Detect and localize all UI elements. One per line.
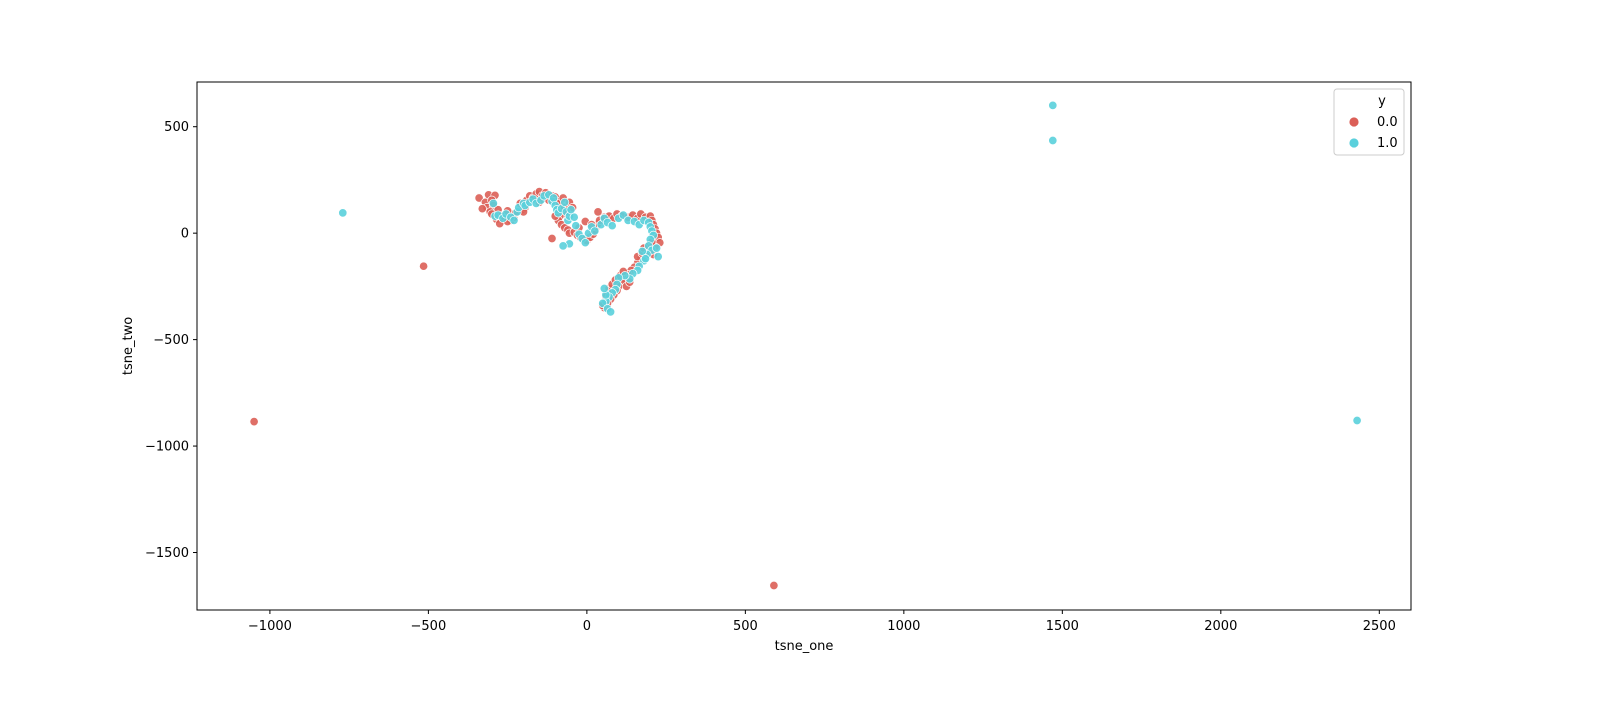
point-series-1-22 bbox=[549, 193, 559, 203]
legend-title: y bbox=[1378, 94, 1386, 109]
x-tick-label: −500 bbox=[411, 619, 447, 634]
x-tick-label: 0 bbox=[583, 619, 591, 634]
point-series-1-1 bbox=[1048, 100, 1058, 110]
point-series-0-3 bbox=[547, 233, 557, 244]
y-tick-label: −1000 bbox=[145, 440, 189, 455]
point-series-0-11 bbox=[477, 204, 487, 214]
point-series-1-72 bbox=[606, 307, 616, 317]
point-series-0-1 bbox=[419, 261, 429, 271]
point-series-1-2 bbox=[1048, 135, 1058, 146]
point-series-0-108 bbox=[593, 207, 603, 217]
y-tick-label: −1500 bbox=[145, 546, 189, 561]
x-tick-label: −1000 bbox=[248, 619, 292, 634]
point-series-1-76 bbox=[558, 241, 568, 251]
point-series-1-79 bbox=[652, 243, 662, 253]
point-series-1-32 bbox=[569, 212, 579, 222]
y-tick-label: 0 bbox=[181, 227, 189, 242]
x-tick-label: 500 bbox=[733, 619, 758, 634]
point-series-1-39 bbox=[590, 226, 600, 236]
x-axis-label: tsne_one bbox=[775, 639, 834, 654]
point-series-1-4 bbox=[488, 198, 498, 208]
y-axis: 500 0 −500 −1000 −1500 bbox=[145, 120, 197, 561]
y-tick-label: −500 bbox=[153, 333, 189, 348]
points-layer bbox=[249, 100, 1362, 591]
point-series-1-43 bbox=[607, 221, 617, 231]
point-series-1-80 bbox=[653, 252, 663, 262]
plot-area-frame bbox=[196, 81, 1412, 611]
point-series-1-78 bbox=[640, 254, 651, 264]
point-series-1-33 bbox=[571, 221, 581, 231]
point-series-1-27 bbox=[560, 197, 570, 207]
legend-label-1: 1.0 bbox=[1377, 136, 1398, 151]
point-series-0-4 bbox=[474, 193, 484, 203]
point-series-1-0 bbox=[338, 208, 348, 218]
point-series-1-3 bbox=[1352, 415, 1362, 426]
legend: y 0.0 1.0 bbox=[1333, 88, 1405, 156]
legend-marker-0 bbox=[1348, 116, 1360, 128]
point-series-1-10 bbox=[509, 215, 519, 225]
point-series-0-0 bbox=[249, 417, 259, 427]
point-series-0-2 bbox=[769, 580, 779, 591]
x-axis: −1000 −500 0 500 1000 1500 2000 2500 bbox=[248, 610, 1396, 634]
x-tick-label: 2000 bbox=[1204, 619, 1237, 634]
x-tick-label: 1500 bbox=[1046, 619, 1079, 634]
point-series-1-31 bbox=[566, 205, 576, 215]
point-series-1-74 bbox=[599, 283, 609, 294]
legend-label-0: 0.0 bbox=[1377, 115, 1398, 130]
y-tick-label: 500 bbox=[164, 120, 189, 135]
y-axis-label: tsne_two bbox=[121, 317, 136, 375]
x-tick-label: 1000 bbox=[887, 619, 920, 634]
legend-marker-1 bbox=[1348, 137, 1360, 149]
point-series-1-36 bbox=[580, 238, 590, 248]
x-tick-label: 2500 bbox=[1363, 619, 1396, 634]
